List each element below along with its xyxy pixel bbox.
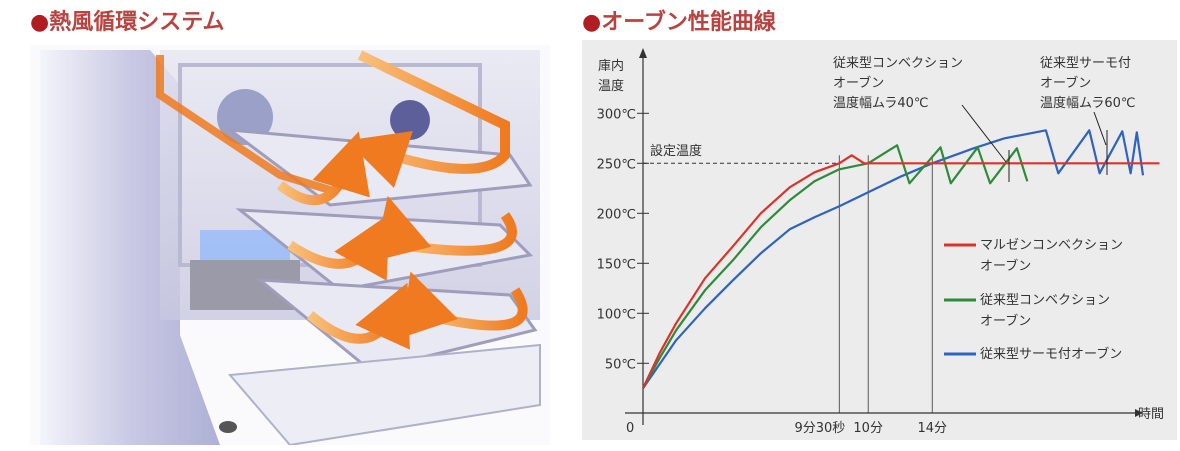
legend-label: オーブン [980, 313, 1031, 329]
annotation-convection: 従来型コンベクション オーブン 温度幅ムラ40℃ [833, 56, 1010, 182]
airflow-arrow [401, 271, 528, 338]
y-tick-label: 50℃ [605, 357, 636, 372]
y-tick-label: 250℃ [597, 157, 636, 172]
legend-label: 従来型サーモ付オーブン [980, 346, 1122, 362]
annotation-line: 温度幅ムラ40℃ [833, 95, 929, 111]
annotation-leader [1093, 111, 1107, 146]
x-marker-label: 10分 [853, 421, 883, 436]
airflow-arrow [276, 131, 370, 206]
chart-background [582, 40, 1177, 440]
legend-label: オーブン [980, 258, 1031, 274]
annotation-line: 従来型サーモ付 [1040, 56, 1131, 71]
oven-illustration [30, 45, 550, 445]
title-bullet: ● [582, 10, 602, 35]
hot-air-title: ●熱風循環システム [30, 4, 225, 36]
hot-air-title-text: 熱風循環システム [49, 10, 225, 35]
annotation-leader [961, 104, 1007, 163]
fan-icon [390, 100, 430, 140]
airflow-arrow [373, 195, 517, 262]
airflow-arrow [306, 282, 410, 350]
oven-foot [219, 421, 237, 433]
airflow-arrow [287, 213, 390, 281]
y-tick-label: 100℃ [597, 307, 636, 322]
y-axis-label-line1: 庫内 [598, 58, 624, 74]
series-line-1 [642, 144, 1029, 389]
airflow-arrow [156, 55, 332, 194]
annotation-line: オーブン [1040, 75, 1091, 91]
drawer [227, 343, 541, 445]
annotation-line: 温度幅ムラ60℃ [1040, 95, 1136, 111]
x-marker-label: 9分30秒 [794, 421, 845, 436]
annotation-line: オーブン [833, 75, 884, 91]
legend-label: 従来型コンベクション [980, 293, 1110, 308]
performance-title: ●オーブン性能曲線 [582, 4, 776, 36]
y-tick-label: 300℃ [597, 107, 636, 122]
y-axis-label-line2: 温度 [598, 78, 624, 94]
y-tick-label: 200℃ [597, 207, 636, 222]
annotation-line: 従来型コンベクション [833, 56, 963, 71]
x-origin-label: 0 [626, 421, 634, 436]
airflow-arrow [346, 50, 510, 188]
performance-title-text: オーブン性能曲線 [601, 10, 776, 35]
y-axis-arrow-icon [639, 48, 647, 58]
legend-label: マルゼンコンベクション [980, 238, 1123, 253]
title-bullet: ● [30, 10, 50, 35]
series-line-0 [642, 154, 1160, 389]
annotation-thermo: 従来型サーモ付 オーブン 温度幅ムラ60℃ [1040, 56, 1136, 175]
y-tick-label: 150℃ [597, 257, 636, 272]
x-axis-arrow-icon [1135, 409, 1143, 417]
setpoint-label: 設定温度 [650, 143, 702, 159]
x-marker-label: 14分 [917, 421, 947, 436]
x-axis-label: 時間 [1138, 407, 1164, 422]
